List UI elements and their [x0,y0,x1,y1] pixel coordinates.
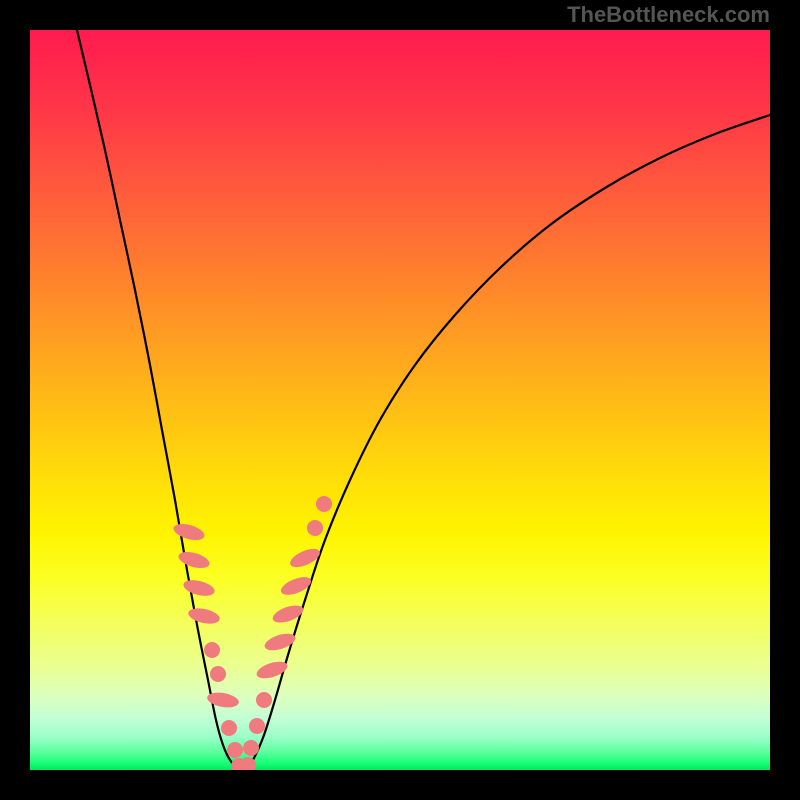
gradient-background [30,30,770,770]
bead-round [307,520,323,536]
frame-border-left [0,0,30,800]
bead-round [204,642,220,658]
bead-round [221,720,237,736]
plot-svg [30,30,770,770]
bead-round [210,666,226,682]
frame-border-bottom [0,770,800,800]
plot-area [30,30,770,770]
frame-border-right [770,0,800,800]
bead-round [256,692,272,708]
watermark-text: TheBottleneck.com [567,2,770,28]
bead-round [316,496,332,512]
bead-round [227,742,243,758]
chart-frame: TheBottleneck.com [0,0,800,800]
bead-round [249,718,265,734]
bead-round [243,740,259,756]
